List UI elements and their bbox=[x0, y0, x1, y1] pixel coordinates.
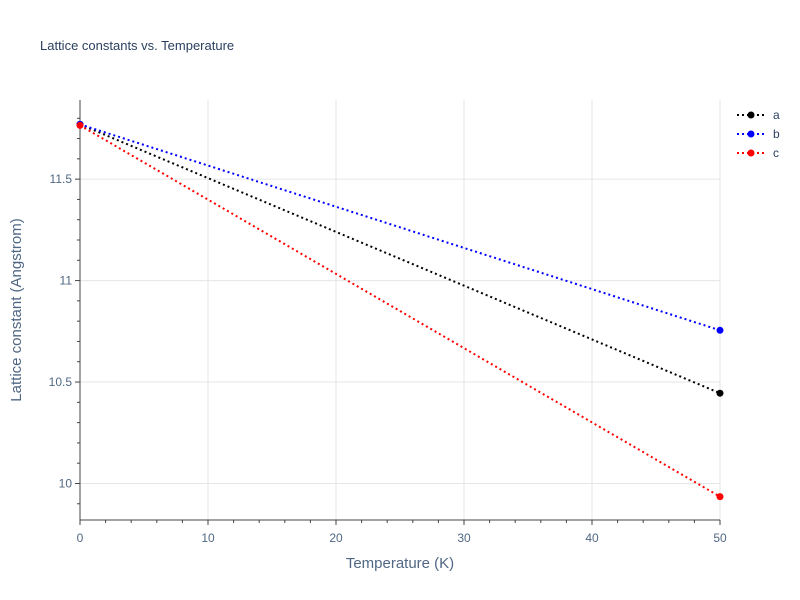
x-axis-title: Temperature (K) bbox=[346, 555, 454, 572]
x-tick-label: 20 bbox=[329, 531, 343, 545]
legend-label-b: b bbox=[773, 127, 780, 141]
legend[interactable]: abc bbox=[737, 108, 780, 160]
grid bbox=[80, 100, 721, 520]
chart-title: Lattice constants vs. Temperature bbox=[40, 38, 234, 53]
data-point-b bbox=[716, 326, 724, 334]
y-axis-ticks: 10 10.5 11 11.5 bbox=[49, 117, 80, 505]
legend-label-c: c bbox=[773, 146, 779, 160]
y-tick-label: 10.5 bbox=[49, 375, 73, 389]
x-tick-label: 10 bbox=[201, 531, 215, 545]
legend-item-b[interactable]: b bbox=[737, 127, 780, 141]
y-axis-title: Lattice constant (Angstrom) bbox=[8, 218, 25, 401]
y-tick-label: 10 bbox=[59, 476, 73, 490]
legend-marker-c bbox=[747, 149, 755, 157]
series-line-c bbox=[79, 124, 721, 498]
series bbox=[76, 120, 724, 501]
legend-marker-b bbox=[747, 130, 755, 138]
data-point-a bbox=[716, 389, 724, 397]
legend-item-c[interactable]: c bbox=[737, 146, 779, 160]
legend-label-a: a bbox=[773, 108, 780, 122]
x-tick-label: 0 bbox=[77, 531, 84, 545]
series-line-b bbox=[79, 123, 721, 332]
series-line-a bbox=[79, 123, 721, 395]
data-point-c bbox=[76, 121, 84, 129]
x-axis-ticks: 0 10 20 30 40 50 bbox=[77, 520, 727, 545]
x-tick-label: 40 bbox=[585, 531, 599, 545]
data-point-c bbox=[716, 493, 724, 501]
x-tick-label: 50 bbox=[713, 531, 727, 545]
legend-marker-a bbox=[747, 111, 755, 119]
axes bbox=[79, 100, 720, 521]
y-tick-label: 11 bbox=[60, 274, 73, 288]
legend-item-a[interactable]: a bbox=[737, 108, 780, 122]
y-tick-label: 11.5 bbox=[50, 172, 73, 186]
x-tick-label: 30 bbox=[457, 531, 471, 545]
series-c bbox=[76, 121, 724, 501]
